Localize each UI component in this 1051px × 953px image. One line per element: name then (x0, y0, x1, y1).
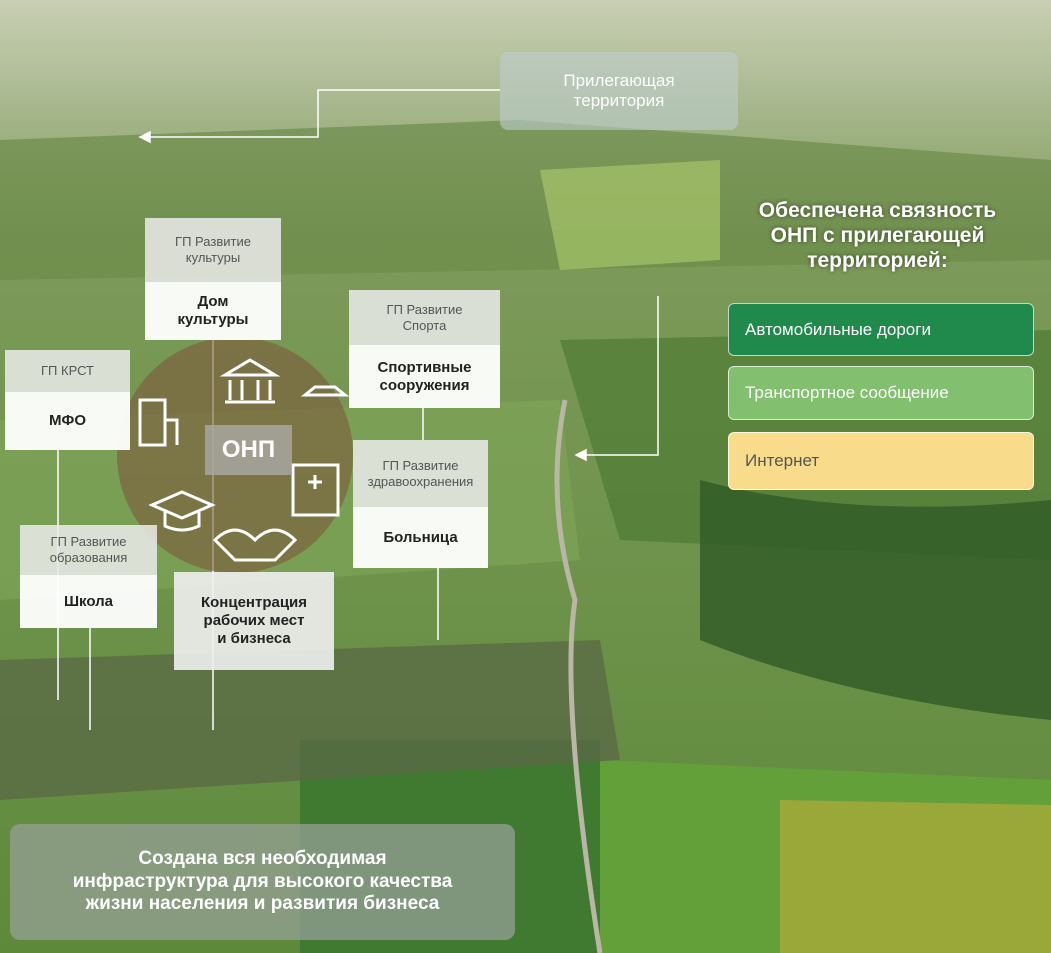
facility-label-line: культуры (177, 311, 249, 328)
business-box: Концентрация рабочих мест и бизнеса (174, 572, 334, 670)
center-label: ОНП (205, 425, 292, 475)
program-label-line: ГП Развитие (386, 301, 463, 317)
heading-line: территорией: (807, 249, 948, 273)
link-item: Автомобильные дороги (728, 303, 1034, 356)
program-label: ГП Развитие здравоохранения (353, 440, 488, 507)
program-label: ГП Развитие образования (20, 525, 157, 575)
connectivity-heading: Обеспечена связность ОНП с прилегающей т… (720, 188, 1035, 283)
summary-line: Создана вся необходимая (138, 847, 387, 869)
program-label: ГП КРСТ (5, 350, 130, 392)
program-label-line: Спорта (402, 317, 447, 333)
facility-label: Спортивные сооружения (349, 345, 500, 408)
adjacent-line: Прилегающая (563, 70, 675, 90)
facility-label: МФО (5, 392, 130, 450)
link-text: Транспортное сообщение (745, 383, 949, 402)
facility-label-line: МФО (49, 412, 86, 429)
heading-line: ОНП с прилегающей (770, 223, 985, 247)
adjacent-box: Прилегающая территория (500, 52, 738, 130)
summary-line: инфраструктура для высокого качества (72, 870, 453, 892)
program-label: ГП Развитие культуры (145, 218, 281, 282)
link-text: Интернет (745, 451, 820, 470)
facility-label: Дом культуры (145, 282, 281, 340)
facility-label-line: сооружения (379, 376, 470, 394)
link-item: Интернет (728, 432, 1034, 490)
program-label-line: ГП Развитие (382, 457, 459, 473)
facility-label-line: Спортивные (377, 358, 472, 376)
center-text: ОНП (221, 435, 276, 463)
facility-label-line: Школа (63, 592, 114, 610)
business-line: Концентрация (200, 594, 308, 611)
adjacent-line: территория (573, 91, 665, 110)
facility-label: Школа (20, 575, 157, 628)
facility-label: Больница (353, 507, 488, 568)
facility-label-line: Больница (383, 528, 458, 546)
program-label-line: ГП Развитие (175, 234, 251, 250)
program-label: ГП Развитие Спорта (349, 290, 500, 345)
summary-box: Создана вся необходимая инфраструктура д… (10, 824, 515, 940)
summary-line: жизни населения и развития бизнеса (85, 893, 440, 915)
link-text: Автомобильные дороги (745, 319, 931, 339)
facility-label-line: Дом (197, 293, 229, 310)
program-label-line: образования (49, 550, 128, 565)
business-line: и бизнеса (217, 630, 291, 647)
program-label-line: культуры (185, 250, 241, 265)
program-label-line: здравоохранения (367, 473, 474, 489)
program-label-line: ГП Развитие (50, 534, 127, 550)
program-label-line: ГП КРСТ (41, 363, 94, 379)
business-line: рабочих мест (203, 612, 305, 629)
heading-line: Обеспечена связность (758, 198, 997, 222)
link-item: Транспортное сообщение (728, 366, 1034, 420)
